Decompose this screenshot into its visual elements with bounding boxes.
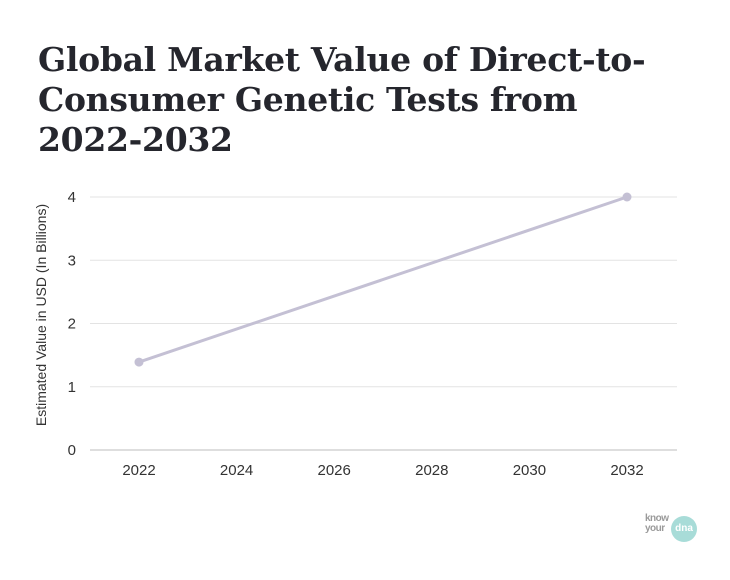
y-tick-label: 4	[68, 189, 76, 206]
data-point	[622, 192, 632, 202]
y-tick-label: 2	[68, 316, 76, 333]
chart-title: Global Market Value of Direct-to-Consume…	[38, 40, 646, 159]
y-tick-label: 3	[68, 252, 76, 269]
y-tick-label: 1	[68, 379, 76, 396]
x-tick-label: 2022	[122, 462, 155, 479]
series-line	[138, 195, 628, 364]
y-tick-label: 0	[68, 442, 76, 459]
y-axis-label: Estimated Value in USD (In Billions)	[33, 204, 49, 426]
logo-text-know: know	[645, 513, 669, 524]
x-tick-label: 2024	[220, 462, 253, 479]
x-tick-label: 2030	[513, 462, 546, 479]
know-your-dna-logo: know your dna	[645, 514, 705, 544]
data-point	[134, 357, 144, 367]
logo-circle-dna: dna	[671, 516, 697, 542]
logo-text-your: your	[645, 523, 665, 534]
x-tick-label: 2028	[415, 462, 448, 479]
x-tick-label: 2032	[610, 462, 643, 479]
x-tick-label: 2026	[318, 462, 351, 479]
